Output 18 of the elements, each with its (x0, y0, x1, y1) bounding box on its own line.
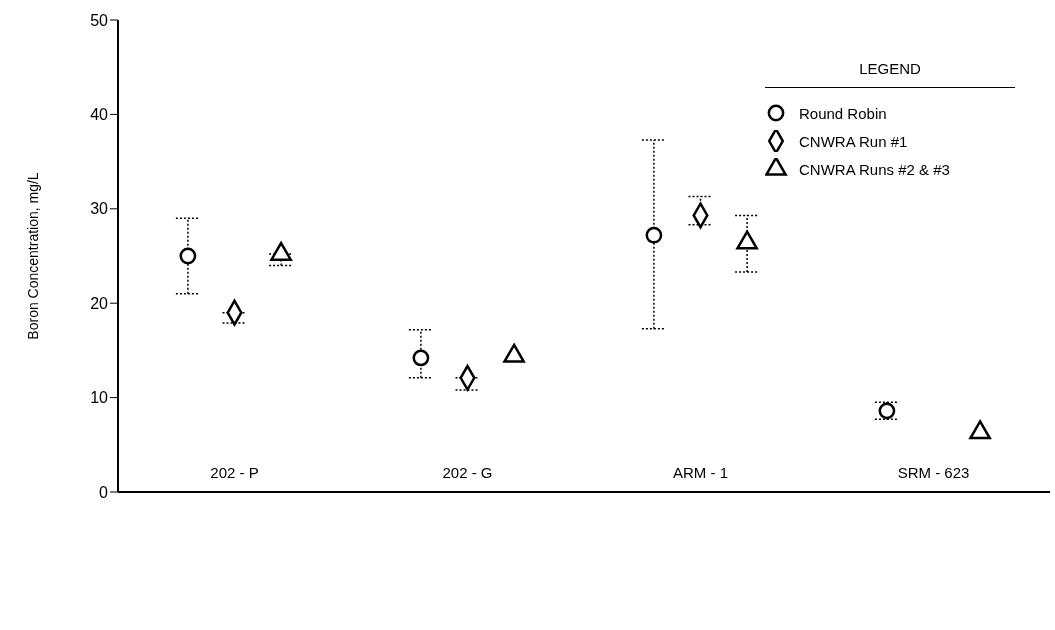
x-tick-label: ARM - 1 (672, 464, 729, 481)
y-tick-label: 0 (99, 483, 109, 501)
legend-label: CNWRA Run #1 (799, 132, 908, 150)
legend-title: LEGEND (858, 60, 922, 79)
point (412, 349, 430, 367)
point (179, 247, 197, 265)
y-tick-label: 30 (90, 200, 109, 218)
legend-label: CNWRA Runs #2 & #3 (799, 160, 950, 178)
legend-label: Round Robin (799, 104, 887, 122)
x-tick-label: 202 - G (442, 464, 493, 481)
y-tick-label: 20 (90, 294, 109, 312)
y-tick-label: 10 (90, 389, 109, 407)
y-tick-label: 40 (90, 106, 109, 124)
x-tick-label: SRM - 623 (897, 464, 970, 481)
point (645, 226, 663, 244)
y-axis-title: Boron Concentration, mg/L (24, 172, 41, 340)
y-tick-label: 50 (90, 11, 109, 29)
x-tick-label: 202 - P (210, 464, 259, 481)
